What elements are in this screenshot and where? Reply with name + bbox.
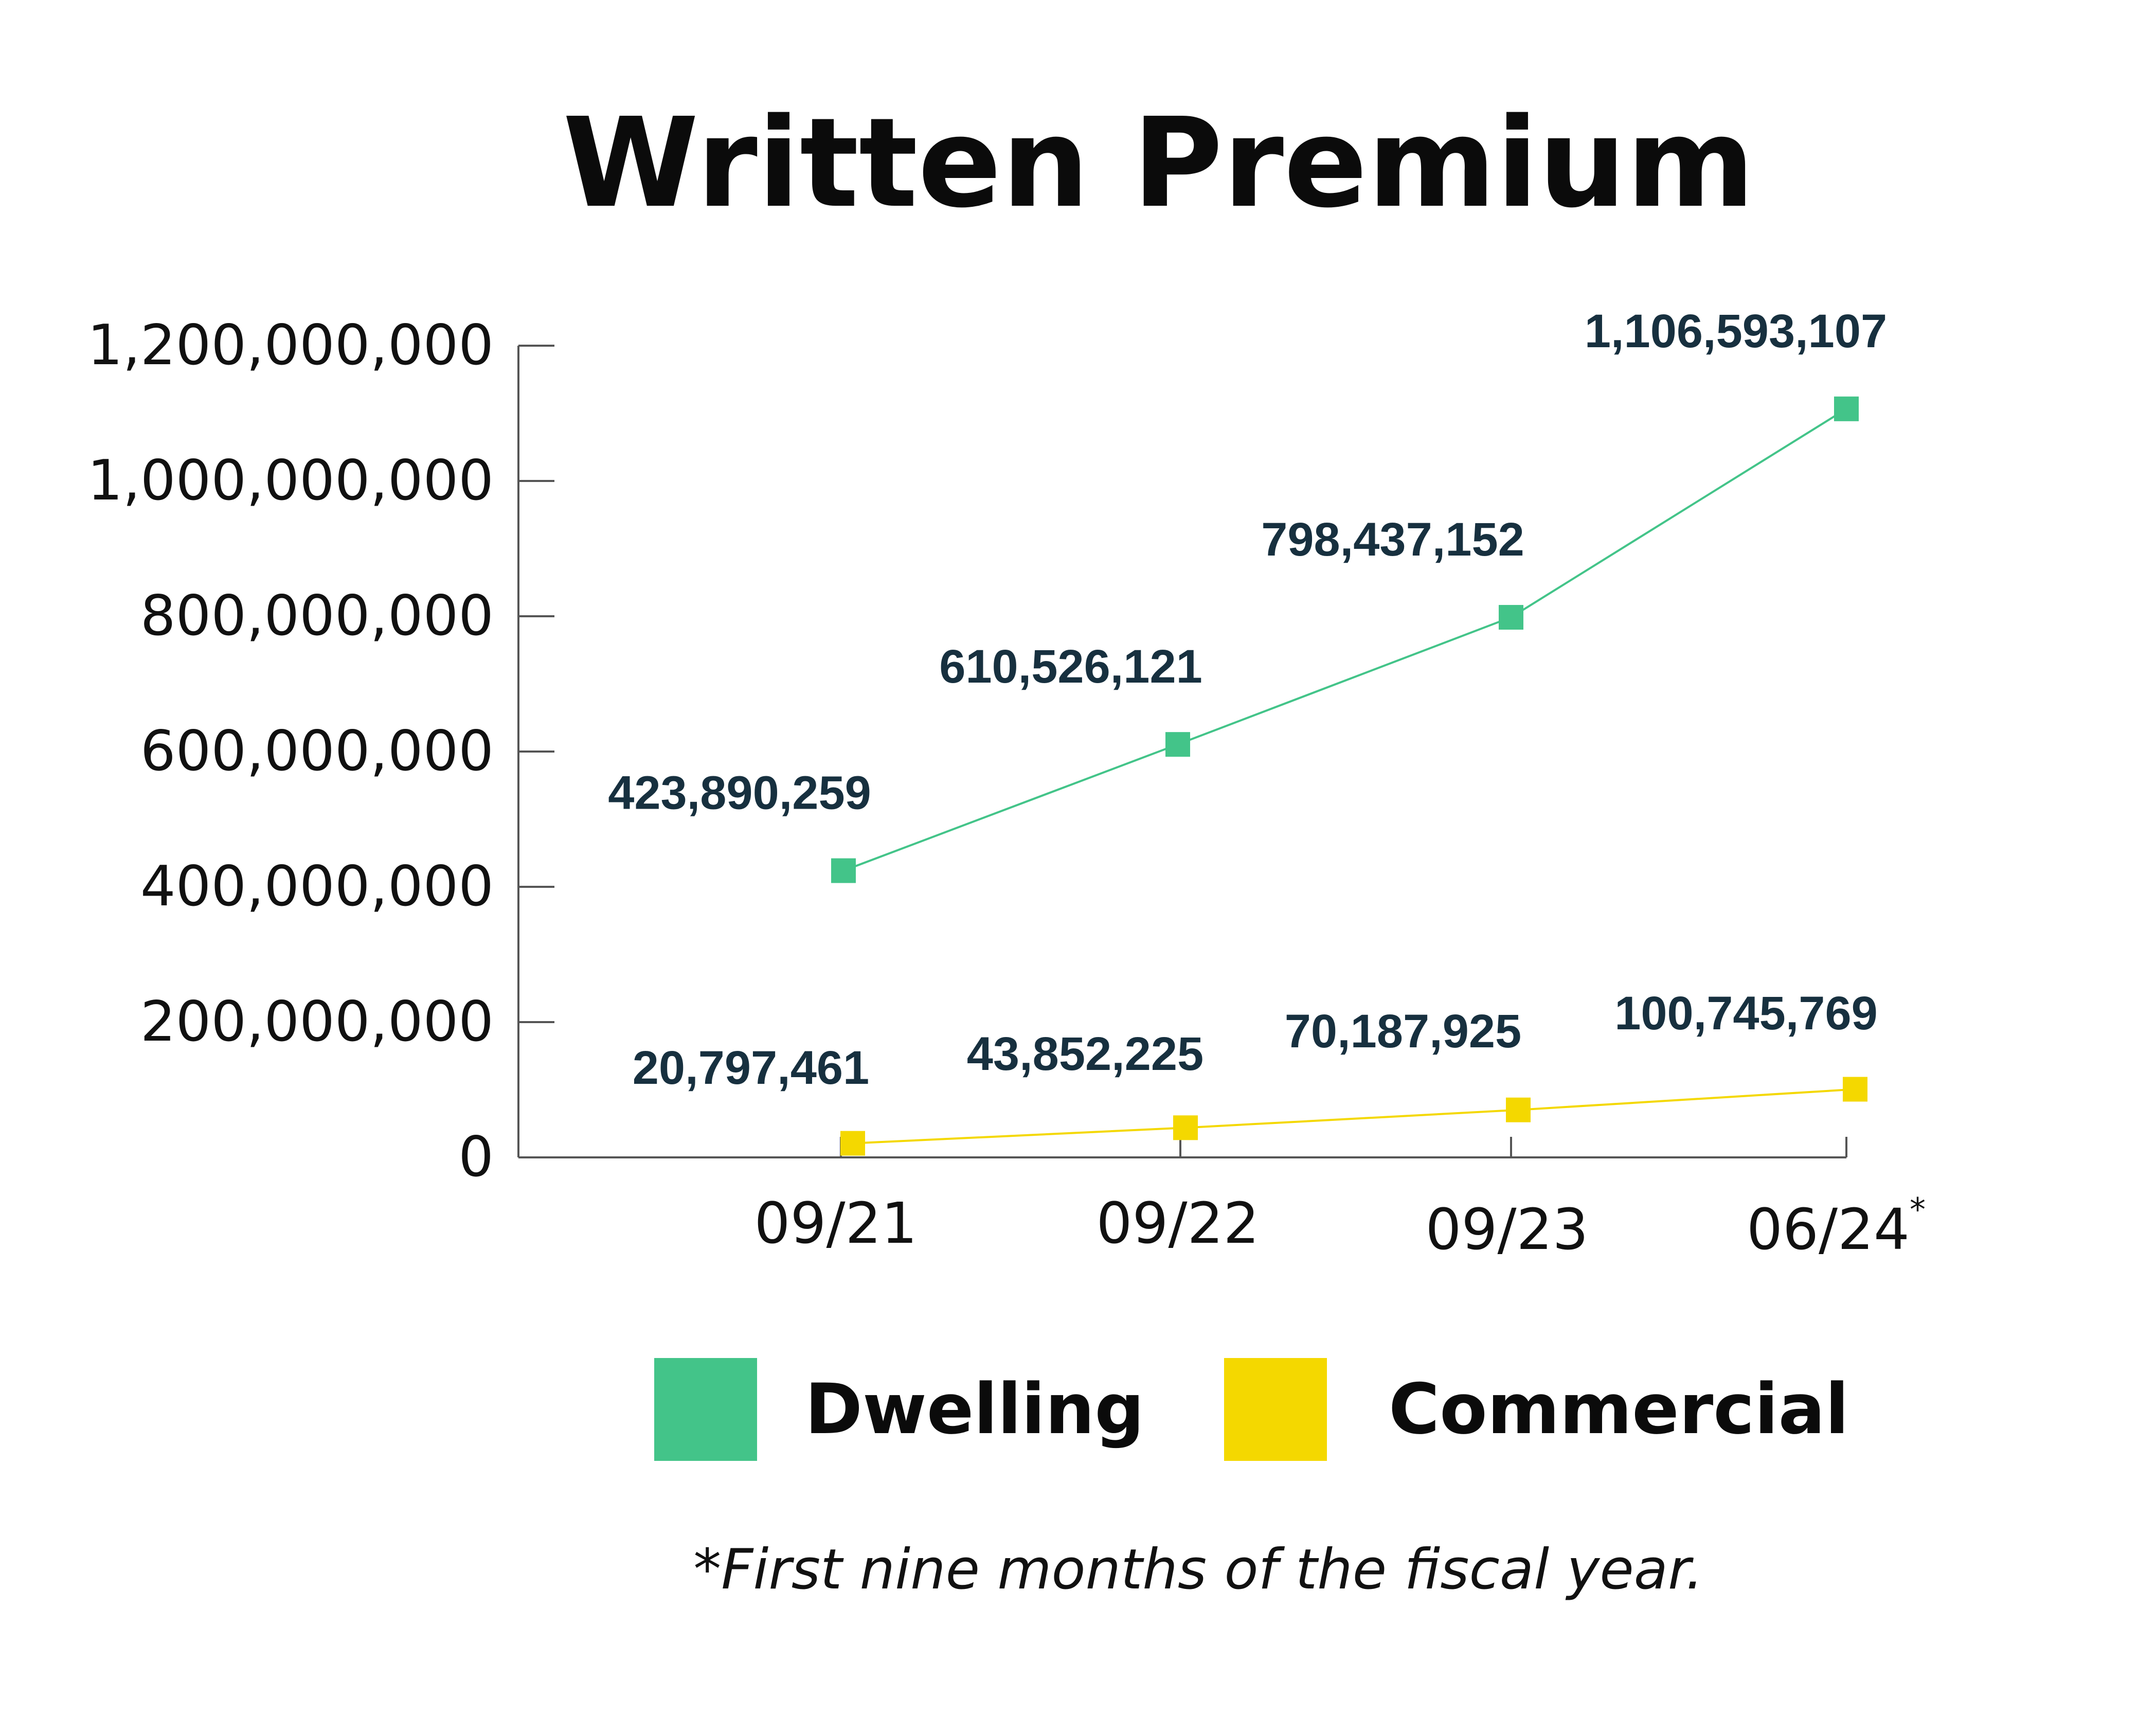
legend-label-dwelling: Dwelling [805, 1369, 1144, 1450]
data-label-commercial: 43,852,225 [967, 1028, 1203, 1080]
legend-swatch-commercial [1224, 1358, 1327, 1461]
x-tick-label: 09/21 [754, 1190, 917, 1256]
data-point-commercial [1173, 1115, 1198, 1140]
y-tick-label: 200,000,000 [140, 990, 494, 1054]
x-axis-ticks: 09/21 09/22 09/23 06/24* [754, 1137, 1926, 1262]
y-tick-label: 400,000,000 [140, 854, 494, 919]
data-point-dwelling [1165, 732, 1190, 757]
legend: Dwelling Commercial [654, 1358, 1849, 1461]
data-point-dwelling [831, 858, 856, 883]
x-tick-label: 09/22 [1096, 1190, 1259, 1256]
data-label-dwelling: 798,437,152 [1261, 513, 1524, 566]
data-label-dwelling: 610,526,121 [939, 640, 1202, 693]
series-line-dwelling [843, 408, 1847, 872]
data-label-commercial: 70,187,925 [1285, 1005, 1521, 1058]
series-dwelling: 423,890,259 610,526,121 798,437,152 1,106,5… [608, 305, 1887, 883]
y-tick-label: 1,200,000,000 [87, 313, 494, 378]
y-tick-label: 800,000,000 [140, 584, 494, 648]
y-tick-label: 1,000,000,000 [87, 449, 494, 513]
legend-item-commercial: Commercial [1224, 1358, 1849, 1461]
y-tick-label: 600,000,000 [140, 719, 494, 783]
series-layer: 423,890,259 610,526,121 798,437,152 1,106,5… [608, 305, 1887, 1156]
data-point-commercial [1506, 1097, 1531, 1122]
footnote: *First nine months of the fiscal year. [693, 1538, 1703, 1602]
data-label-commercial: 20,797,461 [633, 1042, 869, 1094]
y-tick-label: 0 [458, 1125, 494, 1189]
plot-area: 0 200,000,000 400,000,000 600,000,000 800,00… [87, 305, 1926, 1262]
data-point-dwelling [1499, 605, 1523, 630]
series-commercial: 20,797,461 43,852,225 70,187,925 100,745,76… [633, 987, 1878, 1156]
data-label-dwelling: 1,106,593,107 [1585, 305, 1887, 358]
legend-swatch-dwelling [654, 1358, 757, 1461]
legend-item-dwelling: Dwelling [654, 1358, 1144, 1461]
series-line-commercial [852, 1088, 1856, 1145]
legend-label-commercial: Commercial [1389, 1369, 1849, 1450]
data-point-dwelling [1834, 396, 1859, 421]
data-point-commercial [1843, 1077, 1867, 1102]
data-label-dwelling: 423,890,259 [608, 767, 871, 819]
data-point-commercial [840, 1131, 865, 1156]
x-tick-label: 09/23 [1425, 1196, 1588, 1262]
chart-title: Written Premium [563, 91, 1755, 235]
x-tick-label: 06/24* [1747, 1191, 1926, 1262]
y-axis-ticks: 0 200,000,000 400,000,000 600,000,000 800,00… [87, 313, 554, 1189]
data-label-commercial: 100,745,769 [1614, 987, 1878, 1040]
